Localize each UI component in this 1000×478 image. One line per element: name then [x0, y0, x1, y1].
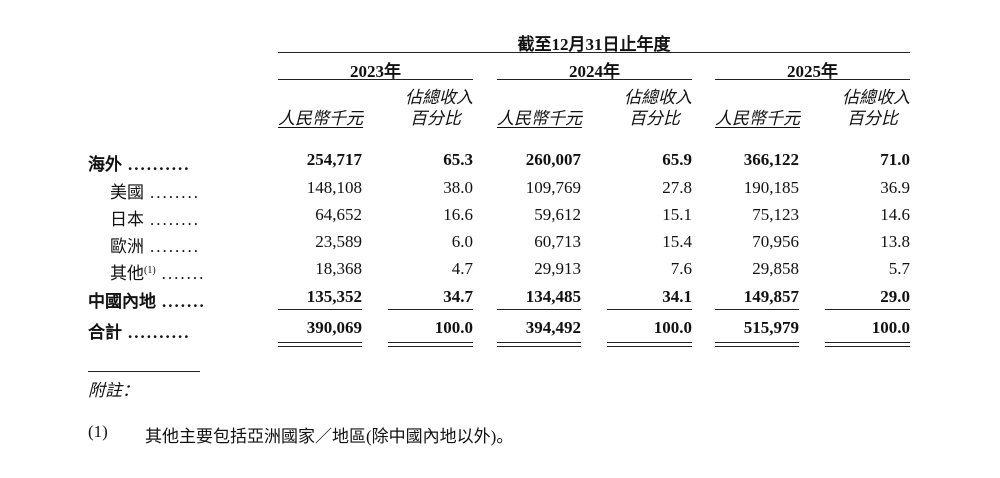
- footnote-ref: (1): [144, 265, 156, 276]
- amount-cell: 29,913: [534, 259, 581, 278]
- row-label: 其他(1).......: [88, 259, 248, 284]
- percent-cell: 71.0: [880, 150, 910, 169]
- percent-cell: 14.6: [880, 205, 910, 224]
- amount-cell: 109,769: [525, 178, 581, 197]
- footnote-separator: [88, 371, 200, 372]
- leader-dots: ..........: [128, 155, 191, 174]
- total-double-rule: [825, 342, 910, 347]
- subtotal-rule: [825, 309, 910, 310]
- amount-cell: 390,069: [306, 318, 362, 337]
- amount-cell: 59,612: [534, 205, 581, 224]
- percent-cell: 100.0: [653, 318, 692, 337]
- total-double-rule: [607, 342, 692, 347]
- row-label: 海外..........: [88, 150, 248, 175]
- row-label-text: 海外: [88, 155, 122, 174]
- amount-cell: 70,956: [752, 232, 799, 251]
- percent-cell: 7.6: [670, 259, 692, 278]
- leader-dots: .......: [162, 292, 206, 311]
- amount-cell: 515,979: [743, 318, 799, 337]
- pct-column-header: 百分比: [629, 109, 680, 128]
- year-header: 2024年: [569, 62, 620, 81]
- period-title: 截至12月31日止年度: [517, 35, 671, 54]
- pct-column-header: 佔總收入: [405, 88, 473, 107]
- amount-cell: 394,492: [525, 318, 581, 337]
- amount-cell: 64,652: [315, 205, 362, 224]
- amount-cell: 23,589: [315, 232, 362, 251]
- percent-cell: 13.8: [880, 232, 910, 251]
- row-label: 日本........: [88, 205, 248, 230]
- year-rule: [278, 79, 473, 80]
- leader-dots: ........: [150, 210, 200, 229]
- amount-cell: 75,123: [752, 205, 799, 224]
- amount-cell: 260,007: [525, 150, 581, 169]
- footnote-text: 其他主要包括亞洲國家／地區(除中國內地以外)。: [145, 427, 514, 446]
- row-label: 歐洲........: [88, 232, 248, 257]
- row-label: 美國........: [88, 178, 248, 203]
- amount-cell: 366,122: [743, 150, 799, 169]
- year-rule: [497, 79, 692, 80]
- row-label-text: 其他: [110, 264, 144, 283]
- percent-cell: 15.4: [662, 232, 692, 251]
- row-label-text: 歐洲: [110, 237, 144, 256]
- year-header: 2023年: [350, 62, 401, 81]
- header-rule: [278, 52, 910, 53]
- percent-cell: 65.3: [443, 150, 473, 169]
- percent-cell: 5.7: [888, 259, 910, 278]
- row-label: 合計..........: [88, 318, 248, 343]
- percent-cell: 100.0: [871, 318, 910, 337]
- pct-column-header: 佔總收入: [842, 88, 910, 107]
- subtotal-rule: [715, 309, 799, 310]
- amount-cell: 254,717: [306, 150, 362, 169]
- amount-column-header: 人民幣千元: [278, 109, 363, 128]
- percent-cell: 27.8: [662, 178, 692, 197]
- percent-cell: 36.9: [880, 178, 910, 197]
- percent-cell: 16.6: [443, 205, 473, 224]
- amount-cell: 148,108: [306, 178, 362, 197]
- amount-cell: 135,352: [306, 287, 362, 306]
- leader-dots: .......: [161, 264, 206, 283]
- amount-cell: 149,857: [743, 287, 799, 306]
- leader-dots: ..........: [128, 323, 191, 342]
- subtotal-rule: [278, 309, 362, 310]
- total-double-rule: [388, 342, 473, 347]
- subtotal-rule: [607, 309, 692, 310]
- row-label-text: 美國: [110, 183, 144, 202]
- amount-cell: 18,368: [315, 259, 362, 278]
- percent-cell: 100.0: [434, 318, 473, 337]
- row-label-text: 合計: [88, 323, 122, 342]
- percent-cell: 15.1: [662, 205, 692, 224]
- percent-cell: 34.7: [443, 287, 473, 306]
- percent-cell: 4.7: [451, 259, 473, 278]
- year-rule: [715, 79, 910, 80]
- notes-title: 附註：: [88, 381, 139, 400]
- percent-cell: 38.0: [443, 178, 473, 197]
- amount-cell: 190,185: [743, 178, 799, 197]
- leader-dots: ........: [150, 237, 200, 256]
- amount-cell: 60,713: [534, 232, 581, 251]
- row-label: 中國內地.......: [88, 287, 248, 312]
- footnote-number: (1): [88, 422, 108, 441]
- subtotal-rule: [497, 309, 581, 310]
- percent-cell: 29.0: [880, 287, 910, 306]
- row-label-text: 中國內地: [88, 292, 156, 311]
- percent-cell: 6.0: [451, 232, 473, 251]
- total-double-rule: [278, 342, 362, 347]
- amount-cell: 29,858: [752, 259, 799, 278]
- subtotal-rule: [388, 309, 473, 310]
- pct-column-header: 佔總收入: [624, 88, 692, 107]
- row-label-text: 日本: [110, 210, 144, 229]
- percent-cell: 34.1: [662, 287, 692, 306]
- amount-column-header: 人民幣千元: [715, 109, 800, 128]
- year-header: 2025年: [787, 62, 838, 81]
- total-double-rule: [497, 342, 581, 347]
- total-double-rule: [715, 342, 799, 347]
- amount-column-header: 人民幣千元: [497, 109, 582, 128]
- leader-dots: ........: [150, 183, 200, 202]
- percent-cell: 65.9: [662, 150, 692, 169]
- pct-column-header: 百分比: [410, 109, 461, 128]
- amount-cell: 134,485: [525, 287, 581, 306]
- pct-column-header: 百分比: [847, 109, 898, 128]
